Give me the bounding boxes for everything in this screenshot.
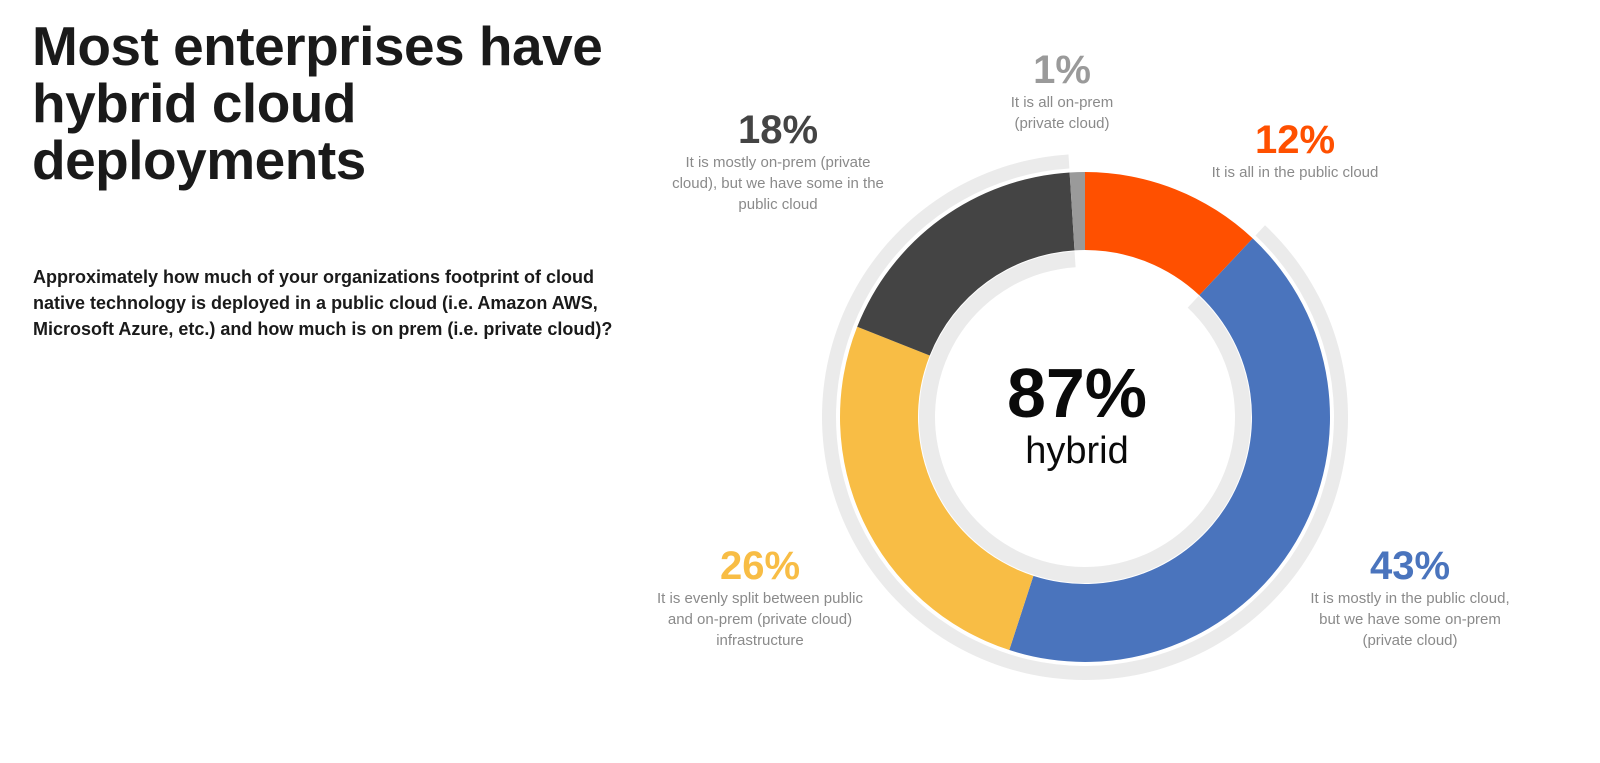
slice-text: It is evenly split between public and on… (657, 590, 863, 649)
slice-label-evenly-split: 26% It is evenly split between public an… (643, 544, 878, 651)
page-title: Most enterprises have hybrid cloud deplo… (32, 15, 603, 191)
center-summary: 87% hybrid (1007, 356, 1147, 472)
slice-text: It is all in the public cloud (1211, 164, 1379, 181)
slice-pct: 1% (1033, 48, 1091, 92)
slice-text: It is all on-prem (private cloud) (1010, 94, 1114, 132)
slice-label-all-public: 12% It is all in the public cloud (1180, 118, 1410, 183)
slice-pct: 26% (719, 544, 801, 588)
slice-text: It is mostly in the public cloud, but we… (1310, 590, 1510, 649)
survey-question: Approximately how much of your organizat… (33, 267, 613, 339)
slice-pct: 43% (1369, 544, 1451, 588)
donut-slice-3 (857, 172, 1075, 356)
donut-slice-2 (839, 326, 1034, 651)
slice-label-mostly-onprem: 18% It is mostly on-prem (private cloud)… (666, 108, 891, 215)
center-label: hybrid (1025, 430, 1129, 472)
slice-pct: 18% (737, 108, 819, 152)
slice-label-mostly-public: 43% It is mostly in the public cloud, bu… (1305, 544, 1515, 651)
donut-slice-1 (1009, 238, 1330, 662)
slice-pct: 12% (1254, 118, 1336, 162)
slice-label-all-onprem: 1% It is all on-prem (private cloud) (987, 48, 1137, 134)
donut-slice-4 (1069, 172, 1085, 251)
slice-text: It is mostly on-prem (private cloud), bu… (672, 154, 884, 213)
donut-slice-0 (1085, 172, 1253, 296)
center-value: 87% (1006, 354, 1148, 432)
